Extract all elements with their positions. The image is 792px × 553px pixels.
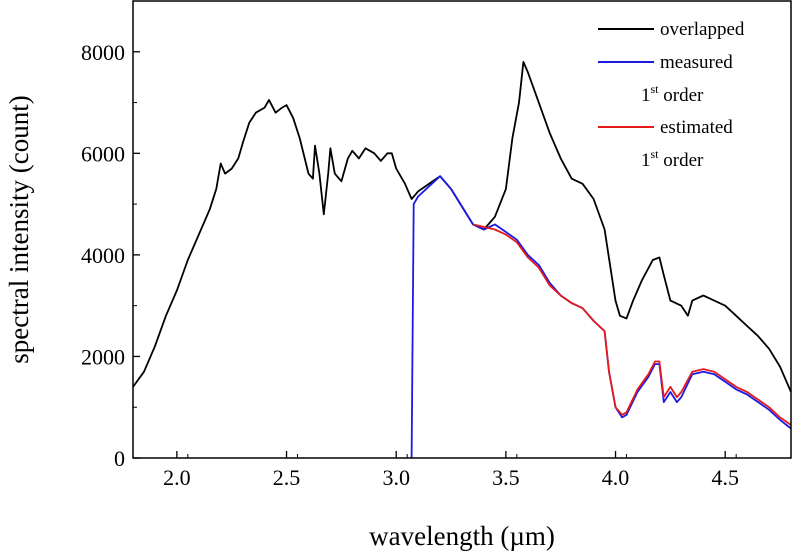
legend-entry-overlapped: overlapped bbox=[598, 19, 745, 40]
legend-entry-estimated-1st-order: estimated 1st order bbox=[598, 117, 733, 171]
x-tick-label: 3.0 bbox=[382, 465, 410, 490]
y-tick-label: 6000 bbox=[81, 141, 125, 166]
x-tick-label: 4.5 bbox=[711, 465, 739, 490]
legend-label-order: 1st order bbox=[641, 82, 704, 106]
y-tick-label: 0 bbox=[114, 446, 125, 471]
y-axis-label: spectral intensity (count) bbox=[4, 95, 34, 363]
legend-label-order: 1st order bbox=[641, 147, 704, 171]
legend: overlapped measured 1st order estimated 1st … bbox=[598, 19, 745, 171]
x-axis-label: wavelength (µm) bbox=[369, 521, 555, 551]
y-tick-label: 2000 bbox=[81, 344, 125, 369]
x-tick-label: 3.5 bbox=[492, 465, 520, 490]
legend-label: measured bbox=[660, 52, 733, 73]
plot-frame bbox=[132, 0, 792, 459]
y-tick-label: 4000 bbox=[81, 243, 125, 268]
tick-labels: 2.0 2.5 3.0 3.5 4.0 4.5 0 2000 4000 6000 8000 bbox=[81, 40, 739, 490]
legend-label: overlapped bbox=[660, 19, 745, 40]
x-tick-label: 4.0 bbox=[602, 465, 630, 490]
legend-label: estimated bbox=[660, 117, 733, 138]
axis-ticks bbox=[133, 51, 737, 459]
x-tick-label: 2.0 bbox=[163, 465, 191, 490]
legend-entry-measured-1st-order: measured 1st order bbox=[598, 52, 733, 106]
series-line-estimated-1st-order bbox=[472, 223, 792, 426]
series-line-overlapped bbox=[132, 61, 792, 393]
x-tick-label: 2.5 bbox=[273, 465, 301, 490]
plot-lines bbox=[132, 61, 792, 459]
y-tick-label: 8000 bbox=[81, 40, 125, 65]
